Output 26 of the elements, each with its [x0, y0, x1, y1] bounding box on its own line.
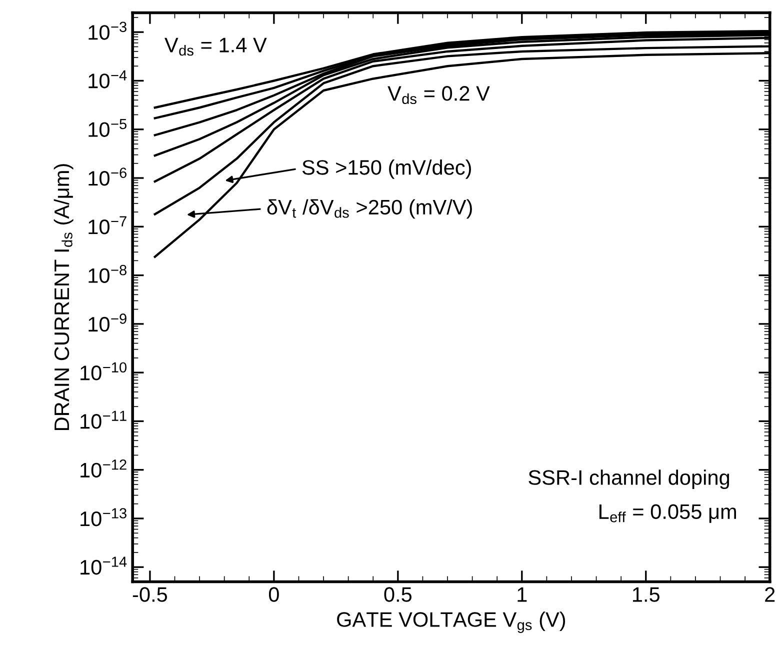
x-tick-label: 2 [765, 587, 775, 602]
x-tick-label: 1 [518, 587, 527, 602]
annotation: SSR-I channel doping [528, 470, 730, 490]
y-tick-label: 10$^{−5}$ [88, 119, 126, 137]
y-tick-label: 10$^{−11}$ [80, 410, 126, 429]
annotation: V$_{ds}$ = 1.4 V [164, 38, 267, 56]
y-tick-label: 10$^{−10}$ [80, 362, 127, 380]
annotation: L$_{eff}$ = 0.055 μm [600, 504, 736, 523]
y-tick-label: 10$^{−9}$ [88, 314, 126, 332]
y-tick-label: 10$^{−4}$ [88, 70, 127, 88]
y-tick-label: 10$^{−13}$ [80, 508, 126, 526]
y-tick-label: 10$^{−7}$ [88, 216, 126, 234]
y-tick-label: 10$^{−12}$ [80, 459, 126, 478]
x-tick-label: 0 [268, 587, 279, 602]
x-tick-label: 0.5 [384, 587, 412, 602]
x-axis-title: GATE VOLTAGE V$_{gs}$ (V) [337, 612, 566, 634]
y-tick-label: 10$^{−14}$ [80, 556, 127, 575]
annotation: SS >150 (mV/dec) [302, 160, 471, 179]
annotation: δV$_{t}$ /δV$_{ds}$ >250 (mV/V) [267, 199, 472, 219]
y-tick-label: 10$^{−8}$ [88, 264, 126, 284]
y-tick-label: 10$^{−6}$ [88, 168, 126, 186]
annotation: V$_{ds}$ = 0.2 V [388, 86, 490, 104]
y-axis-title: DRAIN CURRENT I$_{ds}$ (A/μm) [54, 164, 74, 430]
y-tick-label: 10$^{−3}$ [88, 22, 126, 40]
x-tick-label: 1.5 [632, 587, 660, 602]
x-tick-label: -0.5 [132, 587, 168, 602]
